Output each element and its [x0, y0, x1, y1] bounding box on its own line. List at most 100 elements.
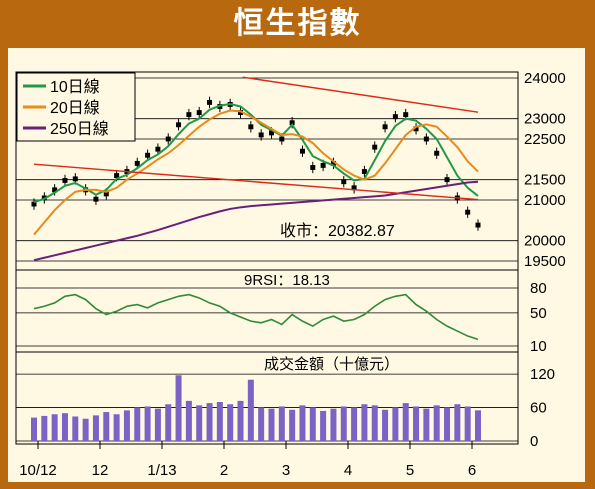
volume-bar — [103, 412, 110, 441]
volume-tick-label: 120 — [530, 366, 555, 383]
volume-bar — [196, 405, 203, 441]
volume-bar — [413, 406, 420, 441]
volume-label: 成交金額（十億元） — [264, 355, 399, 373]
candle-body — [423, 136, 429, 142]
candle-body — [176, 122, 182, 128]
volume-bars — [31, 375, 481, 441]
candle-body — [465, 209, 471, 215]
volume-bar — [134, 407, 141, 441]
candle-body — [238, 110, 244, 116]
price-tick-label: 22500 — [524, 131, 566, 148]
trendlines — [33, 76, 479, 201]
volume-bar — [258, 407, 265, 441]
trendline — [33, 163, 479, 201]
volume-bar — [237, 400, 244, 441]
volume-bar — [206, 403, 213, 441]
price-tick-label: 24000 — [524, 70, 566, 87]
volume-bar — [351, 407, 358, 441]
candle-body — [258, 132, 264, 138]
volume-bar — [144, 406, 151, 441]
volume-bar — [330, 408, 337, 441]
volume-bar — [154, 408, 161, 441]
chart-panel: 24000 23000 22500 21500 21000 20000 19500 80 50 1… — [8, 48, 585, 482]
volume-bar — [299, 405, 306, 441]
volume-bar — [72, 416, 79, 441]
x-tick-label: 3 — [282, 462, 290, 479]
volume-bar — [433, 405, 440, 441]
volume-bar — [41, 415, 48, 441]
volume-bar — [289, 409, 296, 441]
candle-body — [248, 124, 254, 130]
candle-body — [299, 148, 305, 154]
moving-averages — [33, 103, 479, 262]
volume-bar — [51, 414, 58, 441]
volume-bar — [464, 406, 471, 441]
candle-body — [186, 112, 192, 118]
volume-bar — [61, 413, 68, 441]
volume-bar — [423, 408, 430, 441]
price-tick-label: 21500 — [524, 172, 566, 189]
ma-line — [33, 109, 479, 236]
volume-bar — [247, 379, 254, 441]
volume-bar — [175, 375, 182, 441]
rsi-line — [33, 293, 479, 341]
rsi-tick-label: 80 — [530, 280, 547, 297]
rsi-line-group — [33, 293, 479, 341]
volume-bar — [444, 407, 451, 441]
volume-bar — [475, 410, 481, 441]
price-tick-label: 21000 — [524, 192, 566, 209]
volume-bar — [402, 403, 409, 441]
candle-body — [413, 126, 419, 132]
volume-bar — [309, 407, 316, 441]
candle-body — [93, 196, 99, 202]
volume-tick-label: 0 — [530, 433, 538, 450]
candle-body — [320, 162, 326, 168]
volume-bar — [82, 418, 89, 441]
volume-bar — [123, 410, 130, 441]
candle-body — [341, 179, 347, 185]
volume-panel-border — [15, 351, 519, 445]
volume-bar — [227, 404, 234, 441]
legend: 10日線 20日線 250日線 — [16, 72, 136, 142]
legend-label: 20日線 — [50, 99, 100, 117]
legend-label: 10日線 — [50, 78, 100, 96]
volume-bar — [185, 400, 192, 441]
candle-body — [310, 165, 316, 170]
rsi-label: 9RSI：18.13 — [244, 272, 330, 289]
chart-svg: 2400023000225002150021000200001950080501… — [15, 70, 566, 479]
volume-bar — [361, 404, 368, 441]
candle-body — [392, 114, 398, 120]
ma-line — [33, 180, 479, 262]
x-tick-label: 6 — [468, 462, 476, 479]
trendline — [242, 76, 479, 113]
candle-body — [145, 152, 151, 158]
candle-body — [114, 173, 120, 179]
candle-body — [361, 169, 367, 174]
candle-body — [372, 144, 378, 150]
candle-body — [330, 160, 336, 166]
chart-title: 恒生指數 — [233, 6, 362, 41]
candle-body — [62, 178, 68, 183]
candle-body — [155, 146, 161, 152]
volume-bar — [382, 409, 389, 441]
candle-body — [165, 136, 171, 142]
volume-tick-label: 60 — [530, 400, 547, 417]
volume-bar — [113, 414, 120, 441]
volume-bar — [165, 404, 172, 441]
volume-bar — [216, 402, 223, 441]
x-tick-label: 12 — [92, 462, 109, 479]
x-tick-label: 10/12 — [19, 462, 57, 479]
price-tick-label: 20000 — [524, 233, 566, 250]
rsi-tick-label: 50 — [530, 305, 547, 322]
volume-bar — [268, 408, 275, 441]
candle-body — [103, 191, 109, 197]
rsi-tick-label: 10 — [530, 338, 547, 355]
candle-body — [403, 112, 409, 118]
volume-bar — [371, 405, 378, 441]
candle-body — [434, 150, 440, 156]
volume-bar — [340, 406, 347, 441]
x-tick-label: 2 — [220, 462, 228, 479]
x-tick-label: 1/13 — [147, 462, 176, 479]
candle-body — [52, 187, 58, 193]
